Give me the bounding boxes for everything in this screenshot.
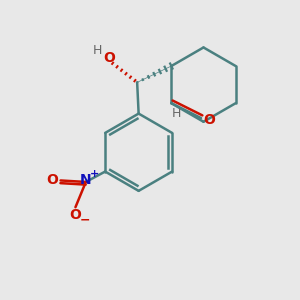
Text: O: O — [46, 173, 58, 188]
Text: O: O — [70, 208, 81, 222]
Text: N: N — [80, 173, 92, 188]
Text: O: O — [103, 51, 115, 65]
Text: H: H — [172, 107, 182, 120]
Text: −: − — [80, 213, 90, 226]
Text: +: + — [89, 169, 99, 178]
Text: H: H — [93, 44, 103, 57]
Text: O: O — [203, 112, 215, 127]
